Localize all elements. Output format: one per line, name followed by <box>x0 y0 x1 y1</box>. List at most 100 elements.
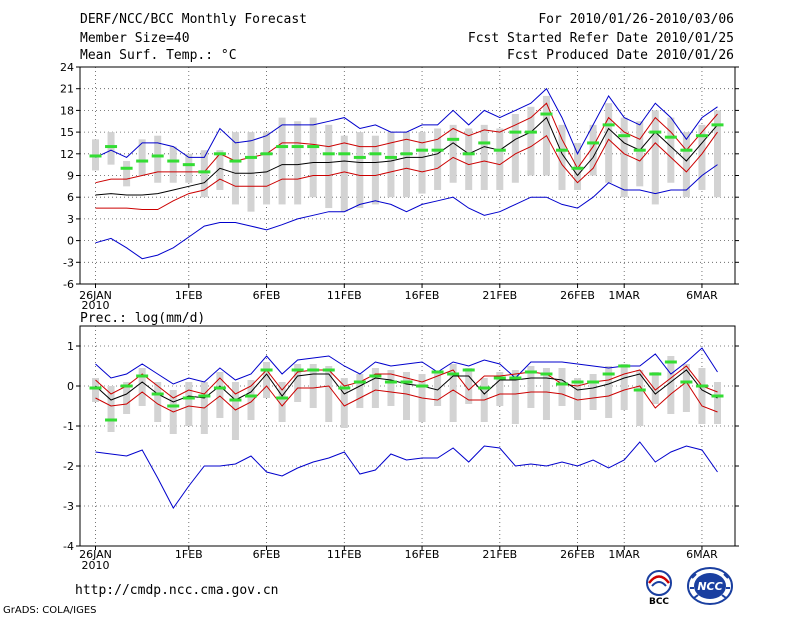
median-marker <box>260 152 273 156</box>
median-marker <box>276 396 289 400</box>
median-marker <box>182 396 195 400</box>
median-marker <box>571 380 584 384</box>
x-tick-label: 11FEB <box>327 548 362 561</box>
ensemble-box <box>231 132 239 205</box>
median-marker <box>322 368 335 372</box>
panel-temperature: -6 -3 0 3 6 9 12 15 18 21 24 26JAN 1FEB 6FEB 11FEB 16FE… <box>60 61 739 312</box>
ensemble-box <box>263 362 271 398</box>
median-marker <box>400 380 413 384</box>
ensemble-box <box>620 117 628 198</box>
median-marker <box>447 372 460 376</box>
median-marker <box>493 148 506 152</box>
y-tick-label: -2 <box>63 460 74 473</box>
x-tick-label: 16FEB <box>405 548 440 561</box>
chart-title: DERF/NCC/BCC Monthly Forecast <box>80 12 307 27</box>
median-marker <box>136 159 149 163</box>
ensemble-box <box>138 368 146 406</box>
ensemble-box <box>138 139 146 176</box>
ensemble-box <box>589 374 597 410</box>
ensemble-box <box>449 364 457 422</box>
median-marker <box>509 130 522 134</box>
median-marker <box>213 386 226 390</box>
y-tick-label: 12 <box>60 148 74 161</box>
ensemble-box <box>200 150 208 198</box>
ensemble-box <box>574 378 582 420</box>
ensemble-box <box>403 372 410 420</box>
ensemble-box <box>667 117 675 183</box>
median-marker <box>478 386 491 390</box>
y-tick-label: 21 <box>60 83 74 96</box>
median-marker <box>120 166 133 170</box>
median-marker <box>540 112 553 116</box>
x-tick-label: 26FEB <box>560 289 595 302</box>
median-marker <box>571 166 584 170</box>
median-marker <box>664 360 677 364</box>
x-tick-label: 1FEB <box>175 548 203 561</box>
ensemble-box <box>480 124 488 190</box>
median-marker <box>493 376 506 380</box>
median-marker <box>353 155 366 159</box>
ensemble-box <box>294 121 302 205</box>
median-marker <box>167 404 180 408</box>
series-line-lower <box>95 131 718 210</box>
y-tick-label: 1 <box>67 340 74 353</box>
ncc-logo-text: NCC <box>697 580 722 593</box>
ensemble-box <box>449 124 457 183</box>
bcc-logo: BCC <box>646 570 672 606</box>
median-marker <box>182 163 195 167</box>
precip-label: Prec.: log(mm/d) <box>80 311 206 326</box>
median-marker <box>151 392 164 396</box>
x-tick-label: 16FEB <box>405 289 440 302</box>
y-tick-label: 6 <box>67 191 74 204</box>
median-marker <box>245 394 257 398</box>
ensemble-box <box>371 135 379 205</box>
ensemble-box <box>558 368 566 406</box>
ensemble-box <box>434 128 442 190</box>
median-marker <box>198 394 211 398</box>
ensemble-box <box>216 372 224 418</box>
ensemble-box <box>527 366 535 408</box>
y-tick-label: 24 <box>60 61 74 74</box>
ensemble-box <box>263 132 271 205</box>
median-marker <box>384 155 397 159</box>
median-marker <box>369 152 382 156</box>
ensemble-box <box>636 121 644 187</box>
median-marker <box>680 148 693 152</box>
ensemble-box <box>231 382 239 440</box>
ensemble-box <box>278 117 286 205</box>
median-marker <box>602 372 615 376</box>
x-tick-label: 6FEB <box>253 548 281 561</box>
ensemble-box <box>107 386 115 432</box>
ensemble-box <box>496 372 504 406</box>
x-tick-label: 1MAR <box>608 289 640 302</box>
y-tick-label: 15 <box>60 126 74 139</box>
ensemble-box <box>92 378 99 402</box>
x-tick-label: 26JAN <box>79 548 112 561</box>
y-tick-label: -4 <box>63 540 74 553</box>
ensemble-box <box>527 106 535 176</box>
median-marker <box>105 145 118 149</box>
median-marker <box>307 368 320 372</box>
ensemble-box <box>558 124 566 190</box>
median-marker <box>400 152 413 156</box>
ensemble-box <box>403 132 410 198</box>
ensemble-box <box>216 150 224 190</box>
ensemble-box <box>465 128 473 190</box>
x-tick-label: 6MAR <box>686 548 718 561</box>
ensemble-box <box>667 356 675 414</box>
series-line-min <box>95 164 718 260</box>
ensemble-box <box>698 368 706 424</box>
ensemble-box <box>185 382 193 426</box>
x-year-label: 2010 <box>82 299 110 312</box>
series-line-mean <box>95 116 718 196</box>
ensemble-box <box>605 366 613 418</box>
median-marker <box>633 148 646 152</box>
median-marker <box>322 152 335 156</box>
median-marker <box>276 145 289 149</box>
ensemble-box <box>356 374 364 408</box>
source-url[interactable]: http://cmdp.ncc.cma.gov.cn <box>75 583 279 598</box>
median-marker <box>540 372 553 376</box>
ensemble-box <box>714 110 721 198</box>
ensemble-box <box>589 124 597 176</box>
median-marker <box>260 368 273 372</box>
